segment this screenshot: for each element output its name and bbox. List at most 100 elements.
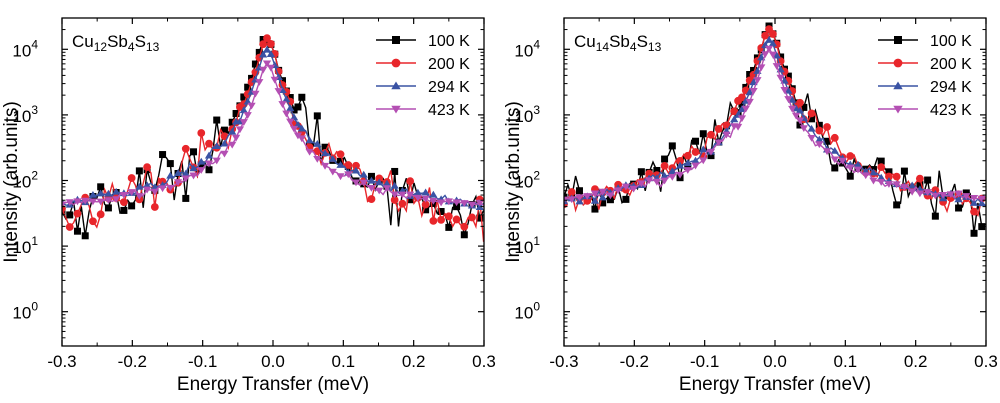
legend-label: 100 K [428,33,470,50]
data-point [606,192,615,200]
data-point [885,168,893,176]
y-tick-base: 10 [12,172,31,191]
data-point [815,141,824,149]
data-point [823,123,831,131]
data-point [807,109,816,118]
legend-marker [893,81,903,90]
data-point [853,160,863,168]
data-point [699,157,708,165]
data-point [390,191,399,199]
formula-element: Sb [107,32,128,51]
data-point [714,125,723,133]
data-point [467,201,477,209]
data-point [65,223,74,231]
x-tick-label: 0.1 [332,352,356,371]
data-point [737,105,747,112]
y-tick-exponent: 2 [31,168,38,182]
data-point [282,110,291,118]
legend: 100 K 200 K 294 K 423 K [376,33,470,119]
data-point [784,96,793,103]
data-point [823,137,831,145]
data-point [436,199,446,207]
y-tick-exponent: 2 [533,168,540,182]
data-point [969,194,979,202]
legend-item: 100 K [878,33,972,50]
y-tick-exponent: 4 [31,37,38,51]
data-point [622,195,630,203]
data-point [444,198,453,206]
data-point [320,162,330,170]
data-point [197,157,206,165]
data-point [96,198,105,206]
data-point [675,161,685,169]
data-point [181,144,190,153]
data-point [290,106,298,114]
data-point [791,112,801,120]
data-point [838,157,847,165]
legend-marker [893,105,903,114]
data-point [900,184,909,191]
x-axis-title: Energy Transfer (meV) [679,374,871,395]
data-point [421,200,430,209]
data-point [104,189,113,197]
data-point [375,174,384,183]
data-point [197,167,206,174]
data-point [946,191,955,199]
data-point [259,50,268,58]
x-tick-label: -0.1 [690,352,719,371]
data-point [166,184,175,192]
data-point [112,187,121,195]
x-tick-label: 0.3 [472,352,496,371]
data-point [65,199,74,207]
data-point [846,172,854,180]
data-point [352,161,360,170]
data-point [877,163,886,172]
y-axis-title: Intensity (arb.units) [503,101,524,263]
series-423-k [62,60,484,209]
data-point [475,199,484,207]
y-tick-exponent: 1 [31,234,38,248]
data-point [815,121,823,129]
data-point [784,72,792,80]
data-point [691,162,700,170]
data-point [606,196,614,204]
data-point [683,151,692,160]
y-tick-exponent: 3 [31,103,38,117]
data-point [750,66,758,74]
data-point [768,39,778,47]
data-point [135,182,144,190]
data-point [367,176,376,184]
data-point [182,194,190,202]
y-tick-label: 100 [12,300,38,323]
legend-label: 200 K [930,56,972,73]
data-point [344,161,353,169]
data-point [228,127,237,135]
legend-marker [391,105,401,114]
formula-subscript: 12 [94,40,108,54]
data-point [212,142,221,150]
x-tick-label: -0.3 [47,352,76,371]
y-tick-base: 10 [514,107,533,126]
data-point [205,166,213,174]
data-point [251,60,259,68]
data-point [764,36,774,43]
data-point [861,172,870,180]
data-point [235,126,245,134]
data-point [247,102,256,110]
data-point [142,186,152,194]
y-tick-label: 101 [12,234,38,257]
data-point [89,217,97,226]
data-layer [564,22,986,237]
data-point [977,199,986,207]
data-point [788,95,797,103]
data-point [158,185,167,193]
data-point [915,190,925,198]
data-point [166,160,174,168]
data-point [119,192,129,199]
data-point [278,77,286,85]
legend-marker [893,58,903,68]
data-point [893,201,901,209]
data-point [692,137,700,145]
data-point [286,104,295,112]
legend-label: 294 K [930,79,972,96]
